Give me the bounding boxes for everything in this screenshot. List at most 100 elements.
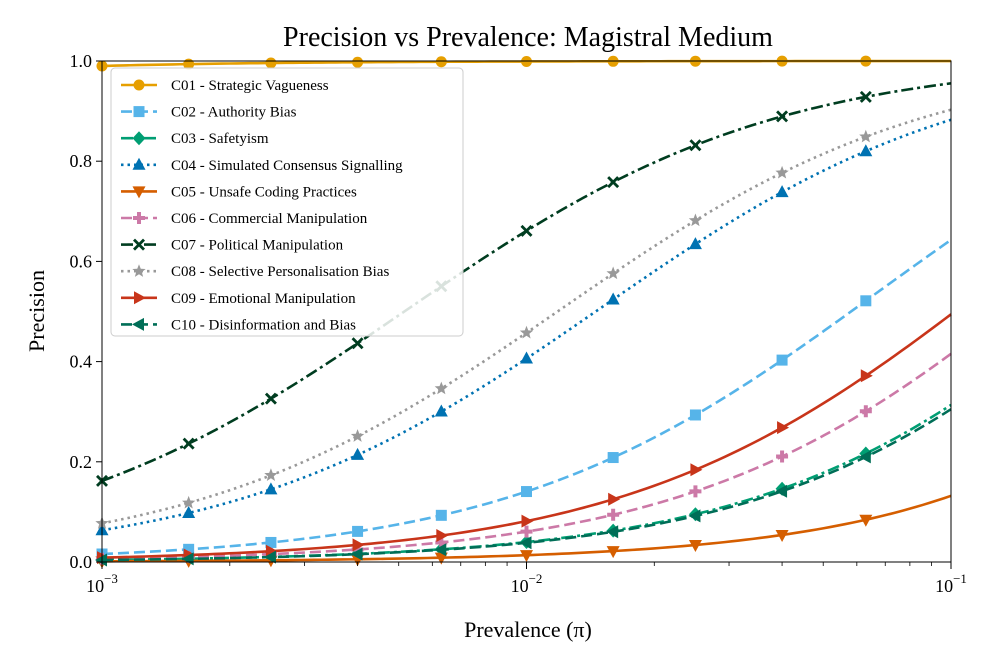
series-group: [95, 55, 952, 569]
x-tick-label: 10−1: [935, 571, 967, 596]
legend-entry: C04 - Simulated Consensus Signalling: [121, 157, 403, 174]
data-point: [351, 447, 365, 460]
data-point: [776, 110, 789, 123]
legend-marker: [132, 186, 146, 199]
legend-label: C02 - Authority Bias: [171, 105, 297, 121]
data-point: [435, 509, 447, 521]
data-point: [434, 543, 447, 557]
legend-marker: [133, 79, 145, 91]
y-tick-label: 0.4: [70, 352, 93, 372]
data-point: [264, 482, 278, 495]
x-axis-title: Prevalence (π): [464, 617, 592, 642]
legend-box: [110, 67, 464, 337]
data-point: [181, 495, 196, 509]
data-point: [435, 536, 448, 549]
data-point: [860, 369, 873, 383]
legend-entry: C10 - Disinformation and Bias: [121, 317, 356, 333]
data-point: [859, 514, 873, 527]
legend-entry: C02 - Authority Bias: [121, 105, 297, 121]
legend-marker: [133, 212, 145, 224]
data-point: [182, 437, 195, 450]
y-axis-title: Precision: [24, 270, 49, 352]
data-point: [520, 351, 533, 364]
data-point: [606, 525, 619, 539]
series-line: [101, 238, 952, 556]
data-point: [521, 486, 532, 498]
data-point: [689, 485, 702, 498]
data-point: [606, 292, 620, 305]
data-point: [775, 484, 788, 498]
legend-entry: C05 - Unsafe Coding Practices: [121, 184, 357, 200]
data-point: [520, 224, 533, 237]
data-point: [859, 90, 872, 103]
data-point: [775, 165, 789, 179]
data-point: [351, 543, 364, 556]
legend-entry: C01 - Strategic Vagueness: [121, 78, 329, 94]
data-point: [264, 468, 278, 481]
data-point: [776, 450, 789, 463]
x-tick-label: 10−2: [511, 571, 543, 596]
data-point: [859, 405, 872, 418]
data-point: [688, 539, 702, 552]
data-point: [859, 129, 873, 143]
data-point: [434, 404, 448, 417]
legend-marker: [132, 157, 146, 170]
data-point: [434, 381, 448, 395]
legend-marker: [133, 106, 145, 118]
data-point: [777, 421, 790, 435]
legend-marker: [132, 264, 146, 277]
legend-label: C08 - Selective Personalisation Bias: [171, 264, 389, 280]
series-9: [97, 313, 952, 565]
data-point: [435, 56, 447, 68]
data-point: [606, 546, 620, 559]
data-point: [351, 337, 364, 350]
data-point: [519, 325, 534, 339]
data-point: [858, 450, 871, 464]
legend-marker: [133, 238, 145, 251]
legend-label: C01 - Strategic Vagueness: [171, 78, 329, 94]
data-point: [183, 543, 195, 555]
data-point: [860, 295, 872, 307]
y-tick-label: 1.0: [70, 51, 93, 71]
data-point: [352, 525, 364, 537]
legend-label: C07 - Political Manipulation: [171, 238, 344, 254]
legend-label: C10 - Disinformation and Bias: [171, 317, 356, 333]
data-point: [350, 429, 365, 442]
legend-entry: C06 - Commercial Manipulation: [121, 211, 368, 227]
data-point: [434, 552, 448, 565]
y-tick-label: 0.8: [70, 151, 93, 171]
data-point: [690, 463, 703, 477]
legend-label: C04 - Simulated Consensus Signalling: [171, 158, 403, 174]
data-point: [775, 529, 789, 542]
data-point: [689, 409, 701, 421]
legend-entry: C07 - Political Manipulation: [121, 238, 344, 254]
series-4: [95, 118, 952, 536]
data-point: [265, 536, 277, 548]
legend-label: C09 - Emotional Manipulation: [171, 291, 356, 307]
data-point: [264, 392, 277, 405]
data-point: [436, 529, 449, 543]
y-tick-label: 0.6: [70, 251, 93, 271]
y-tick-label: 0.2: [70, 452, 93, 472]
series-6: [96, 352, 952, 565]
legend-entry: C08 - Selective Personalisation Bias: [121, 264, 389, 280]
y-tick-label: 0.0: [70, 552, 93, 572]
x-tick-label: 10−3: [86, 571, 118, 596]
data-point: [519, 536, 532, 550]
legend-entry: C03 - Safetyism: [121, 131, 269, 147]
data-point: [775, 185, 789, 198]
data-point: [607, 508, 620, 521]
data-point: [95, 553, 107, 567]
data-point: [606, 266, 620, 280]
legend-marker: [132, 317, 144, 331]
data-point: [607, 452, 619, 464]
legend: C01 - Strategic Vagueness C02 - Authority…: [110, 67, 464, 337]
data-point: [350, 547, 363, 561]
data-point: [859, 144, 873, 157]
data-point: [182, 505, 196, 518]
legend-entry: C09 - Emotional Manipulation: [121, 291, 356, 307]
legend-marker: [132, 131, 146, 146]
legend-label: C03 - Safetyism: [171, 131, 269, 147]
data-point: [520, 525, 533, 538]
